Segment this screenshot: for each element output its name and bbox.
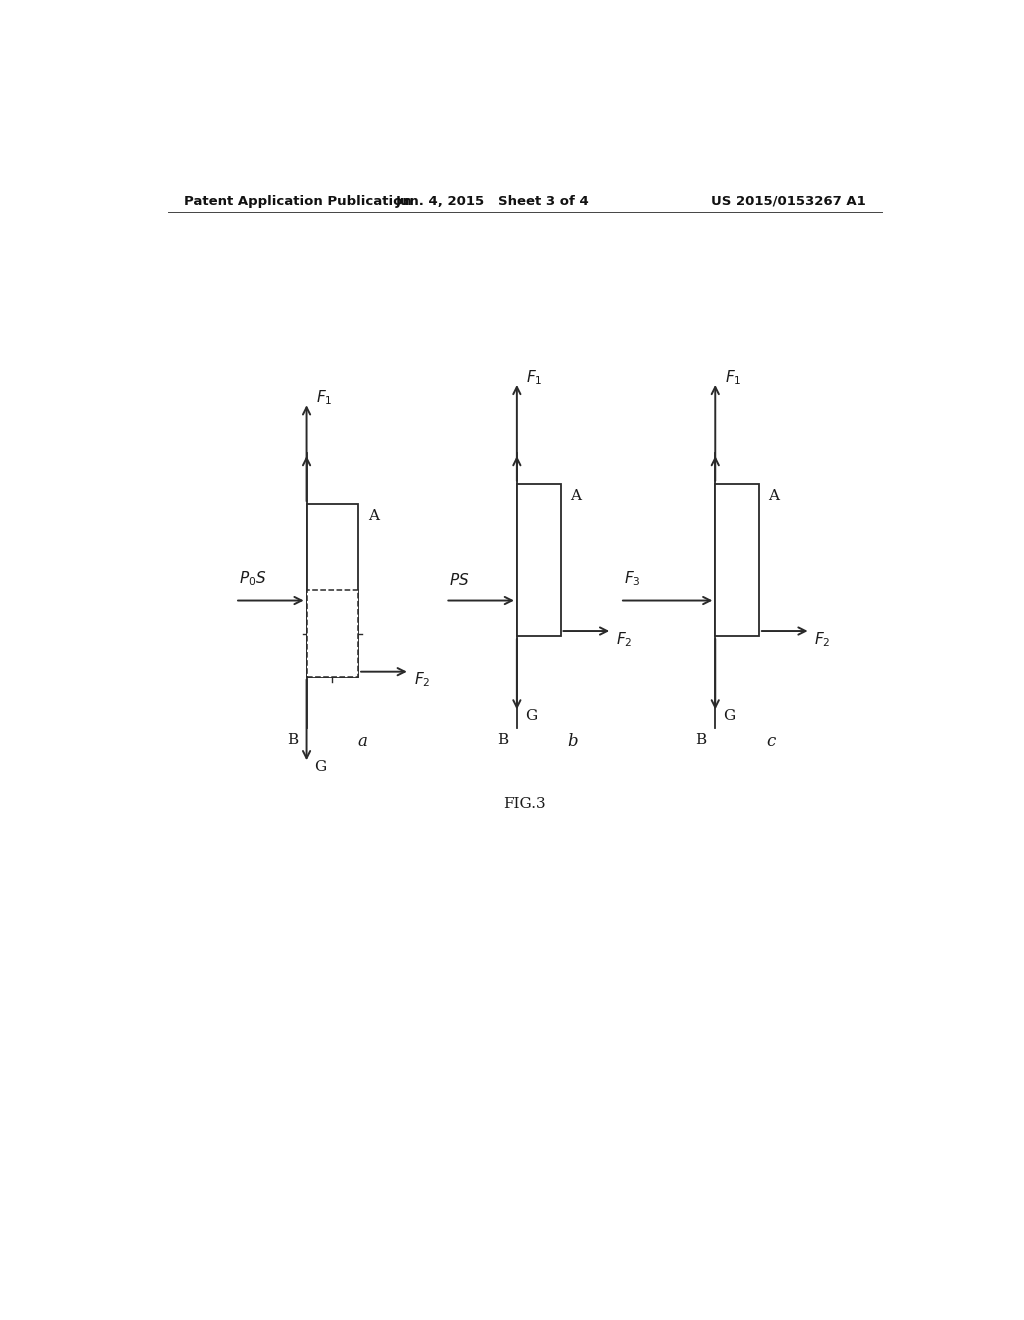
Text: G: G (524, 709, 537, 723)
Text: $F_1$: $F_1$ (526, 368, 543, 387)
Text: FIG.3: FIG.3 (504, 797, 546, 810)
Text: B: B (695, 733, 707, 747)
Text: A: A (570, 488, 581, 503)
Text: B: B (287, 733, 298, 747)
Text: $F_3$: $F_3$ (624, 570, 641, 589)
Text: G: G (314, 760, 327, 774)
Text: c: c (766, 733, 775, 750)
Text: Patent Application Publication: Patent Application Publication (183, 194, 412, 207)
Text: $P_0S$: $P_0S$ (240, 570, 266, 589)
Text: US 2015/0153267 A1: US 2015/0153267 A1 (712, 194, 866, 207)
Text: a: a (357, 733, 367, 750)
Bar (306, 590, 358, 677)
Bar (715, 483, 759, 636)
Text: B: B (497, 733, 508, 747)
Text: $F_2$: $F_2$ (814, 630, 830, 648)
Bar (517, 483, 560, 636)
Bar (306, 504, 358, 677)
Text: $PS$: $PS$ (450, 573, 470, 589)
Text: b: b (567, 733, 578, 750)
Text: A: A (368, 510, 379, 523)
Text: $F_1$: $F_1$ (316, 388, 333, 408)
Text: G: G (723, 709, 735, 723)
Text: $F_2$: $F_2$ (414, 671, 430, 689)
Text: Jun. 4, 2015   Sheet 3 of 4: Jun. 4, 2015 Sheet 3 of 4 (396, 194, 590, 207)
Text: $F_2$: $F_2$ (616, 630, 633, 648)
Text: $F_1$: $F_1$ (725, 368, 741, 387)
Text: A: A (768, 488, 779, 503)
